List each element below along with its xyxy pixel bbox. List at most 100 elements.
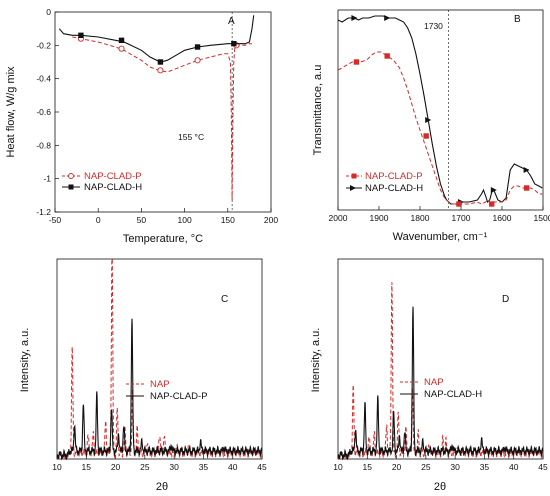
data-point-nap-clad-h [157, 59, 164, 65]
panel-d-label: D [502, 294, 509, 305]
panel-a-ytick-label: -1.2 [36, 207, 51, 217]
panel-a-annotation: 155 °C [178, 132, 204, 142]
panel-a-legend: NAP-CLAD-P NAP-CLAD-H [62, 171, 142, 193]
panel-d-xtick-label: 40 [509, 462, 519, 472]
panel-c-xtick-label: 25 [140, 462, 150, 472]
data-point-nap-clad-p [118, 45, 125, 52]
data-point-nap-clad-h [194, 44, 201, 50]
series-line-nap-clad-p [337, 51, 543, 205]
panel-a-xtick-label: 0 [96, 215, 101, 225]
series-line-nap-clad-h [337, 306, 544, 461]
panel-b-ticks: 2000 1900 1800 1700 1600 1500 [329, 206, 550, 223]
panel-a-xtick-label: 200 [264, 215, 278, 225]
panel-b-xtick-label: 1700 [452, 213, 471, 223]
panel-b-legend: NAP-CLAD-P NAP-CLAD-H [346, 171, 423, 194]
panel-b-series [337, 15, 543, 207]
data-point-nap-clad-h [118, 37, 125, 44]
legend-label-nap-clad-p: NAP-CLAD-P [150, 391, 208, 402]
panel-c-legend: NAP NAP-CLAD-P [126, 379, 208, 402]
panel-a-series [58, 15, 255, 201]
panel-a-ytick-label: -0.6 [36, 107, 51, 117]
panel-a-ytick-label: -0.4 [36, 74, 51, 84]
data-point-nap-clad-p [353, 59, 360, 65]
panel-d-xtick-label: 30 [450, 462, 460, 472]
panel-d: 10 15 20 25 30 35 40 45 D 2θ Intensity, a.u. NA… [310, 258, 548, 493]
data-point-nap-clad-h [490, 187, 497, 193]
panel-d-ylabel: Intensity, a.u. [310, 328, 322, 393]
panel-a-ytick-label: -0.2 [36, 40, 51, 50]
data-point-nap-clad-h [231, 40, 237, 47]
panel-a-xtick-label: 150 [221, 215, 235, 225]
panel-a-xtick-label: 100 [178, 215, 192, 225]
series-line-nap-clad-h [58, 15, 255, 63]
panel-a-label: A [228, 16, 235, 27]
panel-d-xtick-label: 35 [480, 462, 490, 472]
panel-c-xtick-label: 20 [111, 462, 121, 472]
panel-b-frame [337, 9, 544, 211]
panel-d-xtick-label: 45 [538, 462, 548, 472]
panel-d-xtick-label: 15 [363, 462, 373, 472]
legend-label-nap: NAP [424, 377, 444, 388]
legend-marker-nap-clad-h [68, 184, 74, 190]
legend-label-nap-clad-h: NAP-CLAD-H [365, 183, 423, 194]
panel-b-label: B [514, 14, 521, 25]
panel-c-xtick-label: 35 [199, 462, 209, 472]
panel-b-xtick-label: 1800 [411, 213, 430, 223]
panel-a-xlabel: Temperature, °C [123, 233, 203, 245]
panel-c-xlabel: 2θ [156, 481, 168, 493]
panel-c-ylabel: Intensity, a.u. [19, 328, 31, 393]
panel-d-series [337, 282, 544, 461]
panel-c-frame [56, 258, 263, 460]
legend-label-nap: NAP [150, 379, 170, 390]
data-point-nap-clad-h [425, 117, 432, 123]
panel-b-ylabel: Transmittance, a.u [312, 65, 324, 156]
data-point-nap-clad-h [351, 15, 358, 21]
legend-marker-nap-clad-h [350, 185, 356, 191]
panel-b-xtick-label: 2000 [329, 213, 348, 223]
panel-d-xtick-label: 10 [333, 462, 343, 472]
data-point-nap-clad-h [78, 32, 84, 39]
data-point-nap-clad-p [423, 133, 429, 139]
panel-c-xtick-label: 45 [257, 462, 267, 472]
series-line-nap-clad-h [337, 15, 543, 205]
legend-label-nap-clad-p: NAP-CLAD-P [365, 171, 423, 182]
legend-marker-nap-clad-p [351, 173, 357, 179]
panel-d-frame [337, 258, 544, 460]
data-point-nap-clad-p [456, 201, 462, 207]
data-point-nap-clad-h [384, 15, 391, 21]
data-point-nap-clad-p [384, 53, 390, 59]
panel-b-xlabel: Wavenumber, cm⁻¹ [393, 231, 488, 243]
panel-c-xtick-label: 10 [52, 462, 62, 472]
legend-label-nap-clad-h: NAP-CLAD-H [84, 182, 142, 193]
legend-label-nap-clad-p: NAP-CLAD-P [84, 171, 142, 182]
panel-c-label: C [221, 294, 228, 305]
panel-d-xtick-label: 20 [392, 462, 402, 472]
panel-a-ytick-label: -0.8 [36, 140, 51, 150]
panel-b: 2000 1900 1800 1700 1600 1500 B 1730 Wavenumb… [312, 9, 550, 243]
data-point-nap-clad-p [194, 57, 201, 64]
panel-a: -50 0 50 100 150 200 0 -0.2 -0.4 -0.6 -0.8 -1 -1.2 A… [5, 7, 278, 245]
panel-c-ticks: 10 15 20 25 30 35 40 45 [52, 455, 267, 472]
panel-a-ylabel: Heat flow, W/g mix [5, 66, 17, 158]
panel-a-ytick-label: 0 [46, 7, 51, 17]
panel-d-ticks: 10 15 20 25 30 35 40 45 [333, 455, 548, 472]
panel-d-xlabel: 2θ [434, 481, 446, 493]
panel-a-ticks: -50 0 50 100 150 200 0 -0.2 -0.4 -0.6 -0.8 -1 -1.2 [36, 7, 278, 225]
panel-c-xtick-label: 30 [169, 462, 179, 472]
panel-d-legend: NAP NAP-CLAD-H [400, 377, 482, 400]
data-point-nap-clad-p [157, 67, 164, 74]
data-point-nap-clad-p [489, 201, 495, 207]
panel-c-xtick-label: 40 [228, 462, 238, 472]
panel-a-ytick-label: -1 [43, 174, 51, 184]
series-line-nap-clad-p [56, 318, 263, 461]
legend-marker-nap-clad-p [68, 173, 74, 179]
panel-a-xtick-label: -50 [49, 215, 62, 225]
panel-b-annotation: 1730 [424, 21, 443, 31]
legend-label-nap-clad-h: NAP-CLAD-H [424, 389, 482, 400]
panel-b-xtick-label: 1600 [493, 213, 512, 223]
data-point-nap-clad-h [523, 167, 530, 173]
series-line-nap [337, 282, 544, 461]
panel-a-xtick-label: 50 [137, 215, 147, 225]
panel-c: 10 15 20 25 30 35 40 45 C 2θ Intensity, a.u. NA… [19, 258, 267, 493]
